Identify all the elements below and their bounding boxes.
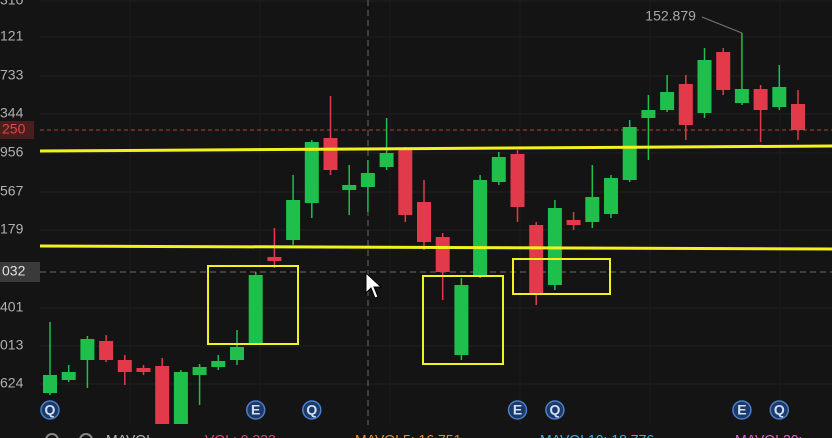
candle-body <box>61 372 76 380</box>
candle-body <box>192 367 207 375</box>
candle-body <box>173 372 188 424</box>
candle-body <box>604 178 618 214</box>
grid <box>40 0 832 425</box>
highlight-box <box>422 275 504 365</box>
event-letter: Q <box>549 402 560 418</box>
highlight-box <box>512 258 611 295</box>
highlight-box <box>207 265 299 345</box>
indicator-text: MAVOL5: 16.751 <box>355 432 462 438</box>
indicator-text: MAVOL10: 18.776 <box>540 432 654 438</box>
candle-body <box>360 173 375 187</box>
candle-body <box>473 180 488 275</box>
candle-body <box>304 142 319 203</box>
candle-body <box>99 341 114 360</box>
support-line <box>39 244 832 251</box>
candle-body <box>791 104 805 130</box>
candle-body <box>248 275 263 343</box>
mouse-cursor <box>365 271 383 299</box>
candle-body <box>585 197 600 222</box>
y-tick-label: 956 <box>0 144 24 160</box>
indicator-legend: MAVOL VOL: 0.333 MAVOL5: 16.751 MAVOL10: 18… <box>45 432 802 438</box>
price-label: 250 <box>2 121 26 137</box>
event-letter: Q <box>45 402 56 418</box>
candle-body <box>697 60 712 113</box>
candle-body <box>491 157 506 182</box>
candle-body <box>678 84 693 125</box>
event-letter: E <box>513 402 522 418</box>
crosshair-label: 032 <box>2 263 26 279</box>
candle-body <box>323 138 338 170</box>
y-tick-label: 179 <box>0 221 24 237</box>
candle-body <box>398 150 413 215</box>
event-icon <box>545 400 565 420</box>
y-tick-label: 310 <box>0 0 24 8</box>
candle-body <box>622 127 637 180</box>
event-letter: Q <box>774 402 785 418</box>
candle-body <box>286 200 301 240</box>
candle-body <box>772 87 787 107</box>
high-leader <box>701 16 743 34</box>
price-label-box <box>0 121 34 139</box>
y-tick-label: 344 <box>0 105 24 121</box>
y-axis: 310 121 733 344 956 567 179 401 013 624 250 032 <box>0 0 40 391</box>
settings-icon <box>45 433 59 438</box>
candle-body <box>80 339 95 360</box>
y-tick-label: 121 <box>0 28 24 44</box>
candle-body <box>267 257 282 261</box>
drawings <box>39 144 832 365</box>
toggle-icon <box>79 433 93 438</box>
candle-body <box>753 89 768 110</box>
y-tick-label: 401 <box>0 299 24 315</box>
event-icon <box>732 400 752 420</box>
candle-body <box>117 360 132 372</box>
indicator-text: MAVOL <box>106 432 154 438</box>
event-icon <box>769 400 790 420</box>
candle-body <box>136 368 151 372</box>
crosshair-label-box <box>0 262 40 282</box>
candle-body <box>435 237 450 272</box>
candle-body <box>43 375 57 393</box>
high-label: 152.879 <box>645 8 696 24</box>
y-tick-label: 013 <box>0 337 24 353</box>
candle-body <box>417 202 431 242</box>
candle-body <box>454 285 469 355</box>
candle-body <box>379 153 394 167</box>
resistance-line <box>39 144 832 153</box>
event-icon <box>507 400 528 420</box>
candle-body <box>510 154 525 207</box>
indicator-text: VOL: 0.333 <box>205 432 276 438</box>
y-tick-label: 733 <box>0 67 24 83</box>
event-letter: Q <box>306 402 317 418</box>
candle-body <box>660 92 675 110</box>
candle-body <box>155 366 170 424</box>
candle-body <box>230 347 244 360</box>
indicator-text: MAVOL20: <box>735 432 802 438</box>
event-letter: E <box>251 402 260 418</box>
event-letter: E <box>737 402 746 418</box>
candle-body <box>716 52 731 90</box>
candle-body <box>641 110 656 118</box>
event-icon <box>302 400 322 420</box>
event-icon <box>245 400 266 420</box>
candle-body <box>211 361 226 367</box>
candle-body <box>566 220 581 225</box>
candle-body <box>342 185 357 190</box>
y-tick-label: 624 <box>0 375 24 391</box>
candle-body <box>734 89 749 103</box>
y-tick-label: 567 <box>0 183 24 199</box>
event-icon <box>40 400 60 420</box>
candles <box>43 33 805 424</box>
